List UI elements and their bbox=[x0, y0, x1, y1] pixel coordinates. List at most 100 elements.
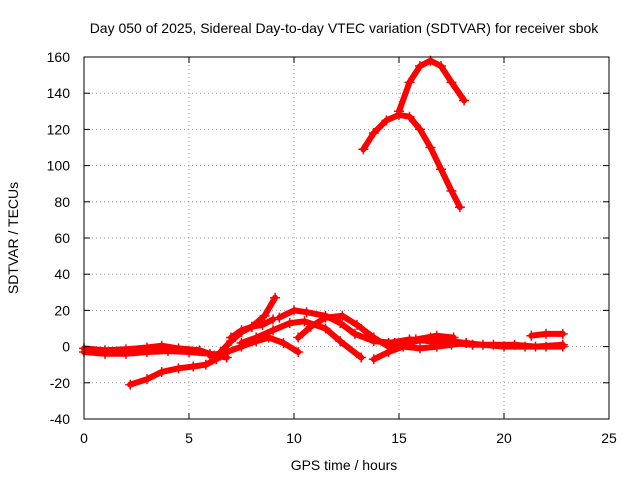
data-point bbox=[436, 61, 446, 72]
data-point bbox=[100, 348, 110, 359]
data-point bbox=[188, 361, 199, 372]
data-point bbox=[368, 332, 379, 343]
data-point bbox=[454, 202, 465, 213]
y-tick-label: -40 bbox=[50, 411, 70, 427]
data-point bbox=[184, 347, 194, 358]
x-axis-label: GPS time / hours bbox=[291, 457, 398, 473]
series-arc-13 bbox=[358, 109, 465, 213]
data-point bbox=[404, 77, 415, 88]
data-point bbox=[289, 305, 299, 316]
data-point bbox=[368, 128, 379, 139]
x-tick-label: 20 bbox=[496, 430, 512, 446]
series-arc-7 bbox=[236, 316, 367, 363]
data-point bbox=[293, 332, 304, 343]
data-point bbox=[383, 347, 394, 358]
data-point bbox=[268, 325, 278, 336]
grid bbox=[84, 57, 609, 419]
data-point bbox=[394, 106, 404, 117]
data-point bbox=[173, 363, 184, 374]
y-tick-label: 80 bbox=[54, 194, 70, 210]
data-point bbox=[299, 316, 310, 327]
data-point bbox=[557, 339, 568, 350]
data-point bbox=[383, 337, 394, 348]
data-point bbox=[293, 347, 304, 358]
data-series bbox=[79, 55, 568, 390]
data-point bbox=[156, 366, 167, 377]
data-point bbox=[226, 332, 236, 343]
data-point bbox=[121, 348, 131, 359]
data-point bbox=[320, 312, 331, 323]
data-point bbox=[530, 341, 541, 352]
y-tick-label: 0 bbox=[62, 339, 70, 355]
data-point bbox=[541, 328, 551, 339]
data-point bbox=[305, 321, 316, 332]
data-point bbox=[335, 318, 346, 329]
series-arc-14 bbox=[394, 55, 470, 117]
data-point bbox=[142, 347, 152, 358]
series-trail bbox=[360, 111, 463, 211]
data-point bbox=[259, 310, 270, 321]
y-tick-label: 160 bbox=[47, 49, 71, 65]
y-tick-label: 20 bbox=[54, 302, 70, 318]
series-trail bbox=[238, 318, 365, 361]
x-tick-label: 5 bbox=[185, 430, 193, 446]
y-axis-label: SDTVAR / TECUs bbox=[5, 182, 21, 294]
data-point bbox=[459, 95, 470, 106]
data-point bbox=[368, 354, 379, 365]
data-point bbox=[236, 337, 247, 348]
x-tick-label: 0 bbox=[80, 430, 88, 446]
data-point bbox=[270, 292, 281, 303]
data-point bbox=[247, 321, 257, 332]
data-point bbox=[446, 337, 457, 348]
data-point bbox=[425, 336, 436, 347]
series-arc-6 bbox=[226, 314, 278, 343]
series-arc-11 bbox=[383, 334, 568, 352]
series-trail bbox=[127, 350, 228, 388]
x-tick-label: 15 bbox=[391, 430, 407, 446]
data-point bbox=[236, 325, 247, 336]
data-point bbox=[200, 359, 211, 370]
series-arc-3 bbox=[125, 348, 230, 390]
y-tick-label: 60 bbox=[54, 230, 70, 246]
y-tick-label: -20 bbox=[50, 375, 70, 391]
data-point bbox=[446, 77, 457, 88]
data-point bbox=[526, 330, 537, 341]
y-tick-label: 120 bbox=[47, 121, 71, 137]
y-tick-label: 140 bbox=[47, 85, 71, 101]
data-point bbox=[142, 374, 152, 385]
data-point bbox=[320, 323, 331, 334]
y-tick-label: 40 bbox=[54, 266, 70, 282]
data-point bbox=[257, 319, 268, 330]
data-point bbox=[436, 164, 446, 175]
data-point bbox=[415, 61, 425, 72]
data-point bbox=[404, 334, 415, 345]
data-point bbox=[356, 352, 367, 363]
data-point bbox=[205, 350, 215, 361]
plot-frame bbox=[83, 56, 610, 420]
data-point bbox=[337, 310, 348, 321]
data-point bbox=[415, 124, 425, 135]
tick-labels: 0 5 10 15 20 25 -40 -20 0 20 40 60 80 100 120 140 160 bbox=[47, 49, 617, 446]
data-point bbox=[358, 144, 369, 155]
data-point bbox=[557, 328, 568, 339]
data-point bbox=[268, 314, 278, 325]
x-tick-label: 10 bbox=[286, 430, 302, 446]
data-point bbox=[215, 347, 226, 358]
chart-title: Day 050 of 2025, Sidereal Day-to-day VTE… bbox=[90, 20, 600, 36]
data-point bbox=[274, 312, 285, 323]
data-point bbox=[125, 379, 136, 390]
data-point bbox=[349, 328, 360, 339]
data-point bbox=[251, 332, 262, 343]
series-arc-12 bbox=[526, 328, 568, 341]
data-point bbox=[488, 339, 499, 350]
data-point bbox=[467, 339, 478, 350]
data-point bbox=[278, 337, 289, 348]
data-point bbox=[284, 318, 295, 329]
data-point bbox=[425, 142, 436, 153]
axis-ticks bbox=[83, 56, 610, 420]
data-point bbox=[163, 346, 173, 357]
y-tick-label: 100 bbox=[47, 158, 71, 174]
data-point bbox=[415, 343, 425, 354]
data-point bbox=[381, 115, 392, 126]
